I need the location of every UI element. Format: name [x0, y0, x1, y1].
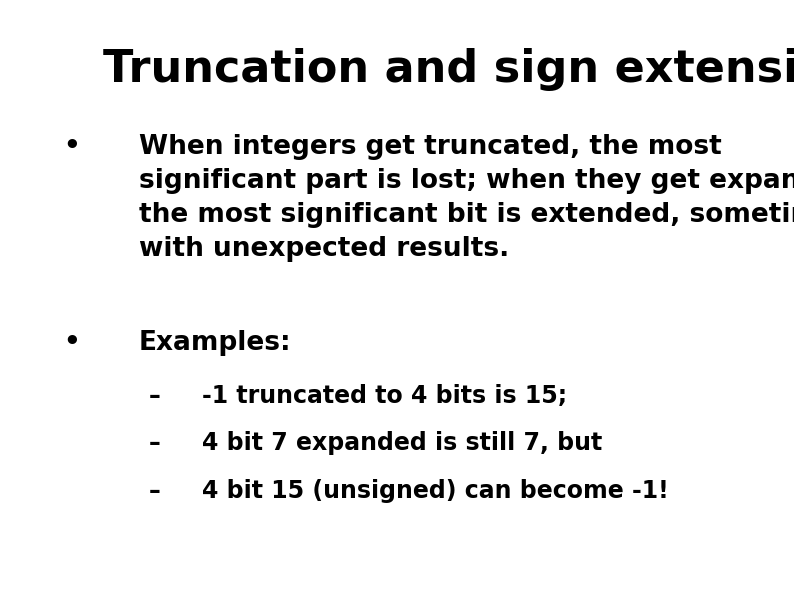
Text: Examples:: Examples:: [139, 330, 291, 356]
Text: Truncation and sign extension: Truncation and sign extension: [103, 48, 794, 90]
Text: •: •: [63, 134, 80, 160]
Text: •: •: [63, 330, 80, 356]
Text: 4 bit 15 (unsigned) can become -1!: 4 bit 15 (unsigned) can become -1!: [202, 479, 669, 503]
Text: When integers get truncated, the most
significant part is lost; when they get ex: When integers get truncated, the most si…: [139, 134, 794, 262]
Text: 4 bit 7 expanded is still 7, but: 4 bit 7 expanded is still 7, but: [202, 431, 603, 455]
Text: –: –: [149, 384, 160, 408]
Text: –: –: [149, 479, 160, 503]
Text: -1 truncated to 4 bits is 15;: -1 truncated to 4 bits is 15;: [202, 384, 568, 408]
Text: –: –: [149, 431, 160, 455]
